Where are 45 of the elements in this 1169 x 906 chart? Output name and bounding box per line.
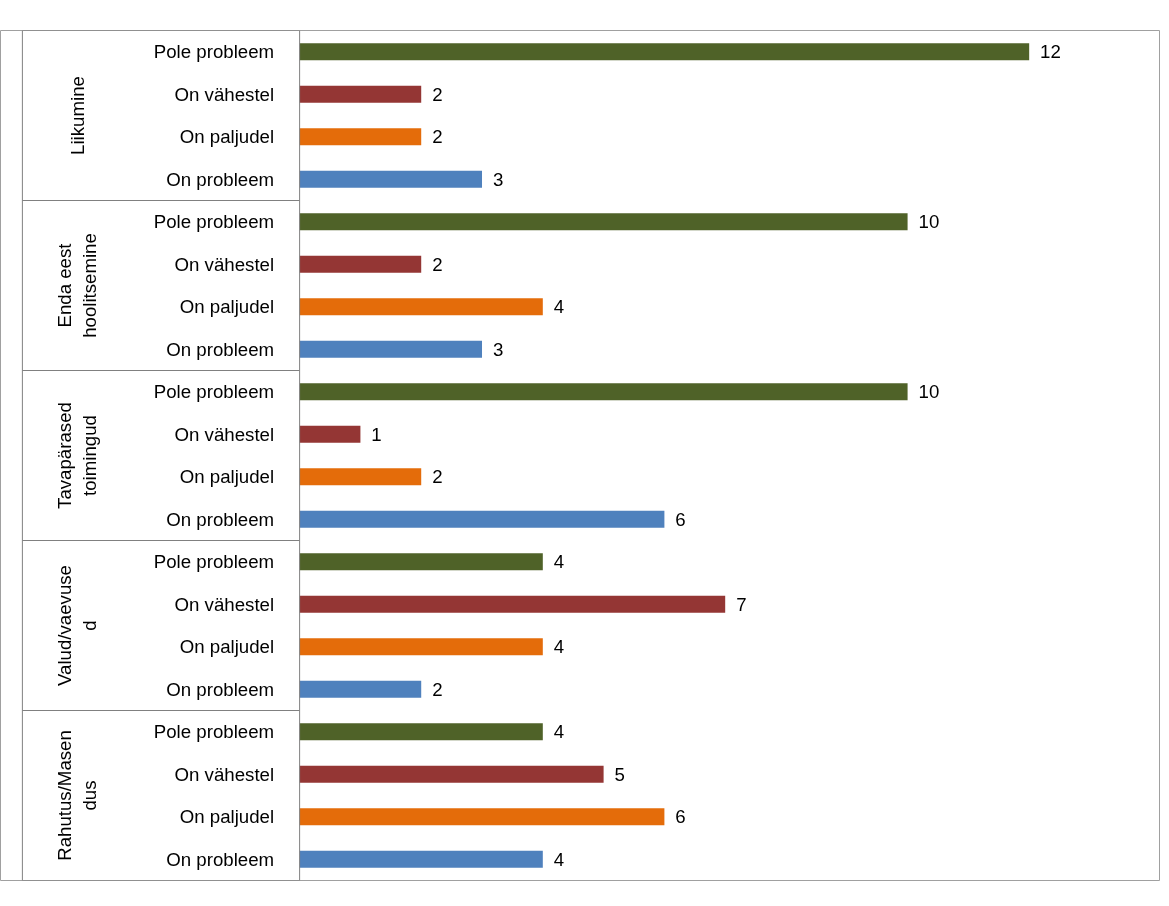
data-label: 5	[614, 763, 625, 785]
y-tick-label: Pole probleem	[153, 721, 275, 743]
data-label: 4	[553, 721, 565, 743]
data-label: 6	[675, 508, 686, 530]
y-tick-label: On probleem	[166, 678, 275, 700]
y-tick-label: On vähestel	[174, 763, 275, 785]
text: Tavapärased toimingud	[54, 402, 101, 509]
y-tick-label: On paljudel	[179, 636, 275, 658]
y-tick-label: On probleem	[166, 508, 275, 530]
data-label: 4	[553, 636, 565, 658]
y-tick-label: On paljudel	[179, 466, 275, 488]
data-label: 3	[492, 168, 504, 190]
data-label: 4	[553, 296, 565, 318]
data-label: 1	[371, 423, 382, 445]
y-tick-label: On vähestel	[174, 253, 275, 275]
y-tick-label: Pole probleem	[153, 41, 275, 63]
y-tick-label: On probleem	[166, 848, 275, 870]
y-tick-label: Pole probleem	[153, 551, 275, 573]
data-label: 2	[432, 83, 443, 105]
data-label: 2	[432, 678, 443, 700]
y-tick-label: On probleem	[166, 168, 275, 190]
text: Enda eest hoolitsemine	[54, 233, 101, 338]
data-label: 6	[675, 806, 686, 828]
y-tick-label: Pole probleem	[153, 211, 275, 233]
y-tick-label: On vähestel	[174, 593, 275, 615]
data-label: 3	[492, 338, 504, 360]
text: Liikumine	[66, 76, 88, 155]
y-tick-label: On paljudel	[179, 296, 275, 318]
data-label: 12	[1040, 41, 1061, 63]
y-tick-label: On vähestel	[174, 423, 275, 445]
data-label: 10	[918, 381, 940, 403]
y-tick-label: On probleem	[166, 338, 275, 360]
data-label: 2	[432, 253, 443, 275]
data-label: 4	[553, 551, 565, 573]
data-label: 4	[553, 848, 565, 870]
data-label: 2	[432, 466, 443, 488]
data-label: 2	[432, 126, 443, 148]
text: Rahutus/Masendus	[54, 730, 101, 861]
y-tick-label: On paljudel	[179, 806, 275, 828]
data-label: 10	[918, 211, 940, 233]
y-tick-label: On vähestel	[174, 83, 275, 105]
text: Valud/vaevused	[54, 564, 101, 686]
y-tick-label: On paljudel	[179, 126, 275, 148]
y-tick-label: Pole probleem	[153, 381, 275, 403]
data-label: 7	[736, 593, 747, 615]
